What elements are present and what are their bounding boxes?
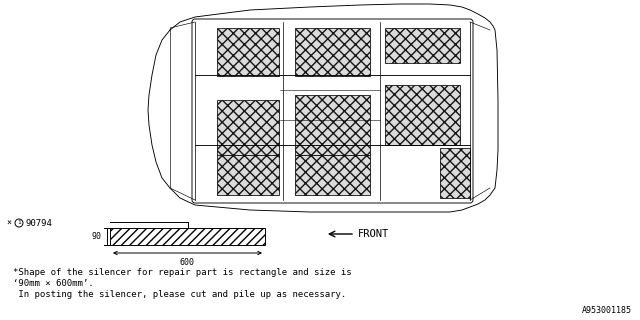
Text: A953001185: A953001185 — [582, 306, 632, 315]
Text: FRONT: FRONT — [358, 229, 389, 239]
Bar — [385, 85, 460, 145]
Bar — [217, 155, 279, 195]
Bar — [295, 155, 370, 195]
Bar — [440, 148, 470, 198]
Bar — [295, 95, 370, 155]
Bar — [217, 28, 279, 76]
Bar — [295, 28, 370, 76]
Text: 90794: 90794 — [26, 219, 53, 228]
Text: 600: 600 — [180, 258, 195, 267]
Bar — [217, 100, 279, 155]
Text: *Shape of the silencer for repair part is rectangle and size is: *Shape of the silencer for repair part i… — [13, 268, 351, 277]
Text: ‘90mm × 600mm’.: ‘90mm × 600mm’. — [13, 279, 93, 288]
Text: In posting the silencer, please cut and pile up as necessary.: In posting the silencer, please cut and … — [13, 290, 346, 299]
Text: ×: × — [6, 219, 12, 228]
Bar — [385, 28, 460, 63]
Text: 90: 90 — [92, 232, 102, 241]
Text: 1: 1 — [17, 220, 21, 226]
Bar — [110, 228, 265, 245]
